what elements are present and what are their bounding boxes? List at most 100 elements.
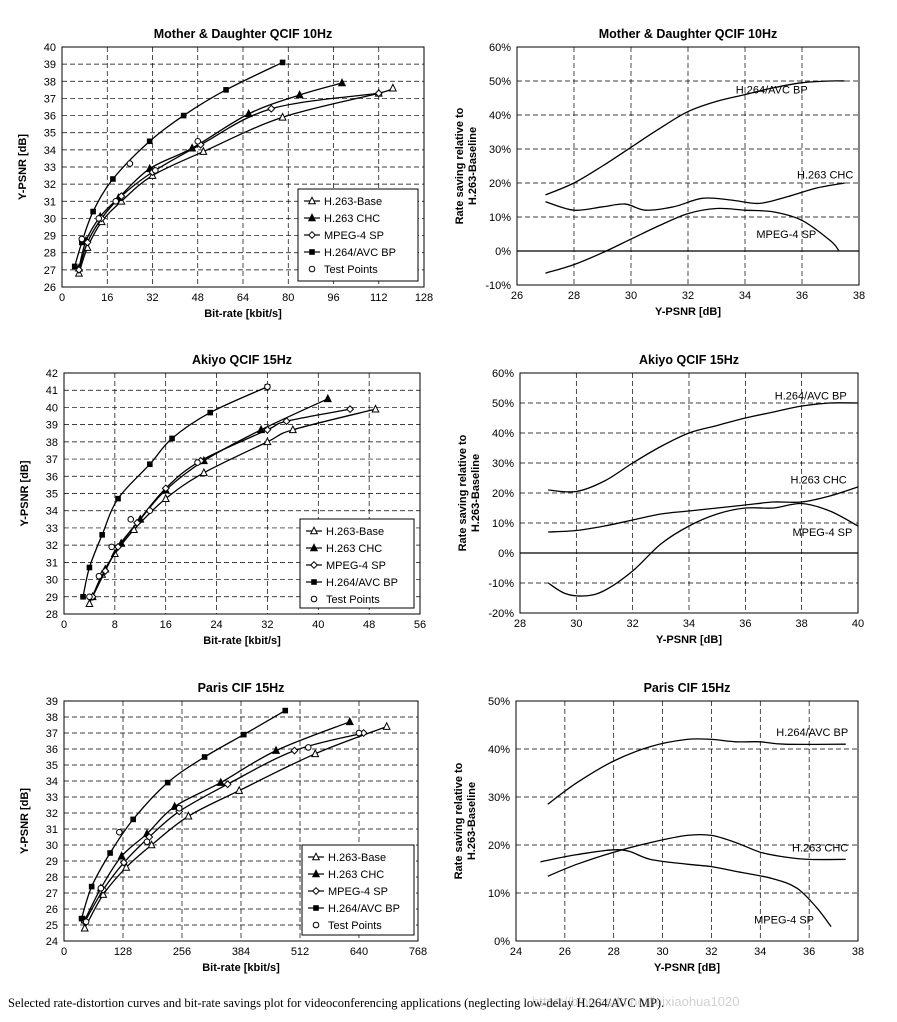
x-tick-label: 32 [705, 946, 717, 958]
y-tick-label: 28 [44, 248, 56, 260]
x-tick-label: 38 [796, 618, 808, 630]
series-test-points [82, 729, 363, 926]
y-tick-label: 34 [46, 506, 58, 518]
x-tick-label: 0 [61, 619, 67, 631]
series-line-mpeg4-sp [540, 849, 832, 927]
legend-label-mpeg4-sp: MPEG-4 SP [326, 560, 386, 572]
y-axis-label: Rate saving relative toH.263-Baseline [454, 107, 479, 224]
x-tick-label: 384 [232, 946, 250, 958]
x-tick-label: 34 [754, 946, 766, 958]
figure-caption: Selected rate-distortion curves and bit-… [8, 996, 665, 1010]
x-tick-label: 30 [656, 946, 668, 958]
x-tick-label: 32 [682, 290, 694, 302]
series-h263-chc [547, 833, 846, 877]
series-label-mpeg4-sp: MPEG-4 SP [756, 229, 816, 241]
series-line-h264-bp [80, 710, 286, 919]
y-tick-label: 30% [488, 792, 510, 804]
chart-md-saving: 26 28 30 32 34 36 38 -10% 0% 10% 20% 30% 40% 50% 60% Mo… [454, 27, 865, 318]
data-point-h263-base [80, 923, 89, 932]
y-tick-label: 36 [46, 744, 58, 756]
legend-label-test-points: Test Points [324, 264, 378, 276]
legend-label-h263-base: H.263-Base [328, 852, 386, 864]
data-point-h264-bp [80, 593, 86, 600]
data-point-h263-base [278, 112, 287, 121]
y-tick-label: -10% [488, 578, 514, 590]
data-point-test-points [194, 137, 202, 145]
x-tick-label: 0 [61, 946, 67, 958]
y-tick-label: 30% [489, 144, 511, 156]
y-tick-label: 31 [46, 824, 58, 836]
x-axis-label: Bit-rate [kbit/s] [202, 962, 280, 974]
series-line-h263-chc [545, 182, 845, 211]
y-tick-label: 0% [495, 246, 511, 258]
data-point-mpeg4-sp [119, 858, 128, 867]
chart-akiyo-rd: 0 8 16 24 32 40 48 56 28 29 30 31 32 33 34 35 36 37 38 39 40… [19, 353, 426, 647]
series-line-h263-chc [548, 486, 858, 533]
y-tick-label: 29 [46, 856, 58, 868]
x-tick-label: 24 [210, 619, 222, 631]
data-point-h263-chc [187, 143, 197, 152]
x-tick-label: 32 [261, 619, 273, 631]
x-tick-label: 28 [568, 290, 580, 302]
y-tick-label: 38 [46, 712, 58, 724]
legend-label-h264-bp: H.264/AVC BP [324, 247, 396, 259]
legend-marker-h264-bp [313, 905, 319, 911]
data-point-h264-bp [78, 915, 85, 922]
x-tick-label: 768 [409, 946, 427, 958]
y-tick-label: 26 [44, 282, 56, 294]
data-point-h264-bp [207, 409, 214, 416]
data-point-h264-bp [71, 263, 78, 270]
y-tick-label: 35 [44, 128, 56, 140]
data-point-test-points [127, 516, 135, 523]
x-tick-label: 128 [415, 292, 433, 304]
data-point-h264-bp [99, 532, 105, 538]
x-axis-label: Y-PSNR [dB] [656, 634, 722, 646]
data-point-h263-base [199, 467, 208, 477]
x-axis-label: Bit-rate [kbit/s] [203, 635, 281, 647]
x-tick-label: 0 [59, 292, 65, 304]
legend-label-h263-base: H.263-Base [326, 526, 384, 538]
series-line-h263-chc [547, 833, 846, 877]
y-tick-label: 30 [46, 575, 58, 587]
data-point-mpeg4-sp [223, 780, 232, 789]
data-point-h263-base [161, 493, 170, 502]
legend-marker-h264-bp [309, 249, 315, 255]
data-point-h263-base [311, 748, 320, 758]
legend-box [299, 518, 415, 609]
series-test-points [86, 383, 271, 601]
legend-label-h263-chc: H.263 CHC [324, 213, 380, 225]
y-tick-label: 35 [46, 760, 58, 772]
plot-frame [63, 700, 419, 942]
x-tick-label: 38 [852, 946, 864, 958]
x-tick-label: 24 [510, 946, 522, 958]
x-axis-label: Bit-rate [kbit/s] [204, 308, 282, 320]
legend-marker-test-points [308, 265, 316, 273]
y-tick-label: 31 [44, 196, 56, 208]
y-tick-label: 31 [46, 557, 58, 569]
y-tick-label: 10% [489, 212, 511, 224]
x-tick-label: 640 [350, 946, 368, 958]
x-tick-label: 38 [853, 290, 865, 302]
data-point-h263-base [235, 785, 244, 794]
y-tick-label: 34 [44, 145, 56, 157]
series-h264-bp [548, 402, 858, 493]
series-label-mpeg4-sp: MPEG-4 SP [792, 527, 852, 539]
y-tick-label: 32 [46, 540, 58, 552]
series-mpeg4-sp [88, 405, 355, 601]
series-h263-chc [88, 393, 332, 601]
data-point-h264-bp [110, 176, 116, 182]
plot-frame [515, 700, 859, 942]
series-line-mpeg4-sp [545, 207, 840, 274]
series-label-h264-bp: H.264/AVC BP [776, 727, 848, 739]
x-tick-label: 256 [173, 946, 191, 958]
chart-title: Akiyo QCIF 15Hz [192, 353, 292, 367]
data-point-mpeg4-sp [346, 405, 355, 414]
y-tick-label: 38 [44, 76, 56, 88]
x-tick-label: 36 [803, 946, 815, 958]
y-tick-label: 40 [46, 402, 58, 414]
y-tick-label: 30 [44, 213, 56, 225]
legend-marker-h263-chc [309, 543, 319, 552]
series-line-h264-bp [547, 738, 846, 805]
y-tick-label: 41 [46, 385, 58, 397]
data-point-test-points [97, 884, 105, 892]
